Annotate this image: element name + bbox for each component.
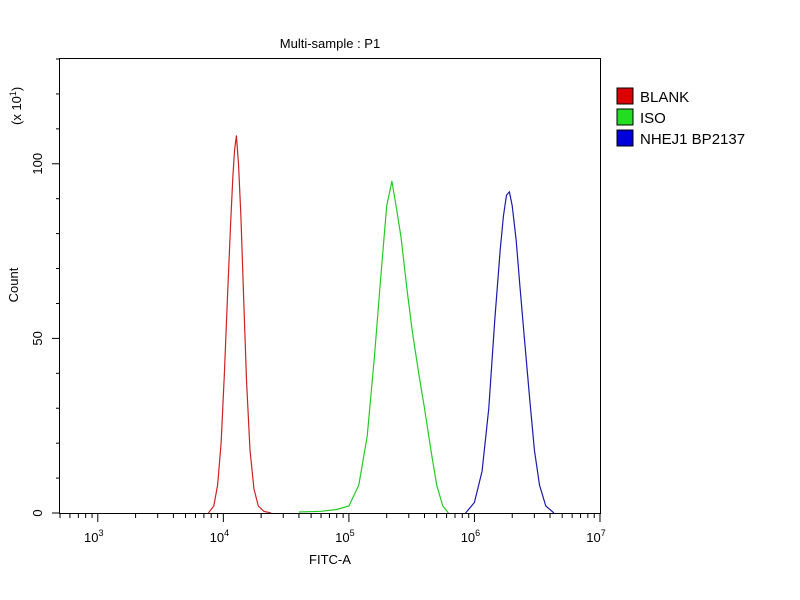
y-axis-multiplier-suffix: ) <box>9 87 24 91</box>
series-line-iso <box>298 180 449 514</box>
legend: BLANK ISO NHEJ1 BP2137 <box>616 87 745 148</box>
x-axis-label: FITC-A <box>309 552 351 567</box>
x-tick-label-exp: 5 <box>350 528 355 538</box>
y-axis-multiplier-prefix: (x 10 <box>9 96 24 125</box>
legend-label: BLANK <box>640 89 689 106</box>
x-tick-label-exp: 3 <box>99 528 104 538</box>
x-tick-label: 104 <box>210 528 229 545</box>
x-tick-label-base: 10 <box>84 530 98 545</box>
x-tick-label: 105 <box>335 528 354 545</box>
x-tick-label: 103 <box>84 528 103 545</box>
legend-swatch-nhej1-bp2137 <box>616 129 634 147</box>
y-tick-label: 100 <box>30 153 45 175</box>
series-line-blank <box>207 135 272 514</box>
legend-label: ISO <box>640 110 666 127</box>
series-line-nhej1-bp2137 <box>465 191 555 514</box>
legend-swatch-iso <box>616 108 634 126</box>
x-tick-label-exp: 6 <box>475 528 480 538</box>
x-tick-label-base: 10 <box>335 530 349 545</box>
y-axis-label: Count <box>6 267 21 302</box>
chart-title: Multi-sample : P1 <box>280 36 380 51</box>
legend-label: NHEJ1 BP2137 <box>640 131 745 148</box>
legend-swatch-blank <box>616 87 634 105</box>
x-tick-label: 106 <box>461 528 480 545</box>
y-axis-multiplier-exp: 1 <box>8 91 18 96</box>
x-tick-label-base: 10 <box>586 530 600 545</box>
y-tick-label: 50 <box>30 331 45 345</box>
series-layer <box>207 135 555 514</box>
y-tick-label: 0 <box>30 509 45 516</box>
y-axis-multiplier: (x 101) <box>8 87 24 125</box>
x-tick-label: 107 <box>586 528 605 545</box>
x-tick-label-exp: 7 <box>601 528 606 538</box>
x-tick-label-base: 10 <box>461 530 475 545</box>
plot-area-frame <box>59 58 601 514</box>
x-tick-label-base: 10 <box>210 530 224 545</box>
x-tick-label-exp: 4 <box>224 528 229 538</box>
